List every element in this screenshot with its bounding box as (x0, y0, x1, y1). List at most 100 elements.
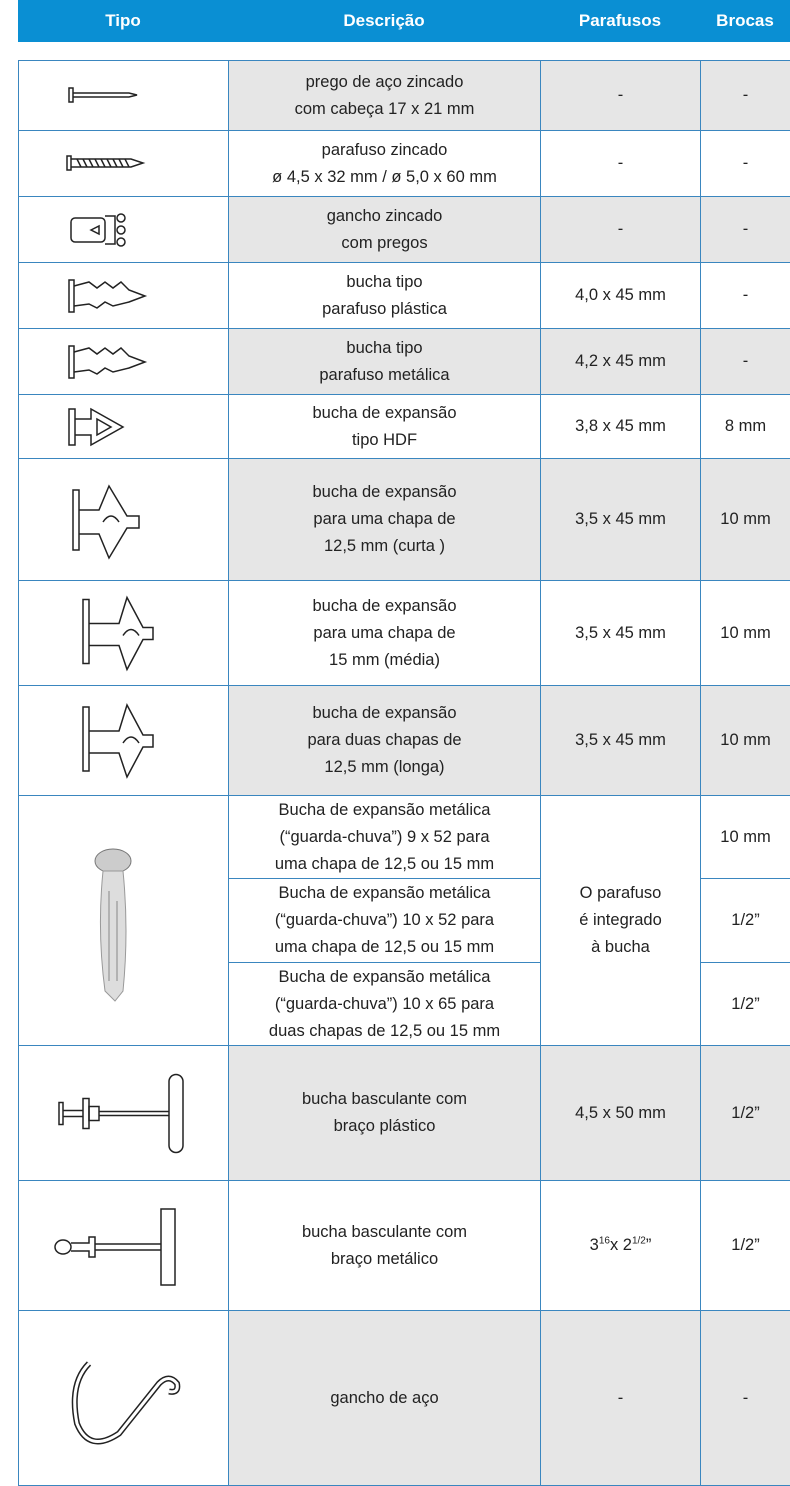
text-line: Bucha de expansão metálica (229, 797, 540, 824)
type-cell (19, 329, 229, 395)
text-line: é integrado (541, 907, 700, 934)
text-line: ø 4,5 x 32 mm / ø 5,0 x 60 mm (229, 164, 540, 191)
text-line: bucha de expansão (229, 700, 540, 727)
drill-cell: - (701, 61, 790, 131)
text-line: com cabeça 17 x 21 mm (229, 96, 540, 123)
text-line: para uma chapa de (229, 506, 540, 533)
drill-cell: 10 mm (701, 686, 790, 796)
text-line: bucha basculante com (229, 1086, 540, 1113)
description-cell: gancho de aço (229, 1311, 541, 1486)
fastener-icon (19, 63, 219, 129)
drill-cell: 8 mm (701, 395, 790, 459)
description-cell: Bucha de expansão metálica(“guarda-chuva… (229, 796, 541, 879)
text-line: bucha de expansão (229, 400, 540, 427)
superscript: 1/2 (632, 1236, 646, 1247)
type-cell (19, 796, 229, 1046)
text-line: parafuso plástica (229, 296, 540, 323)
screws-cell: 3,8 x 45 mm (541, 395, 701, 459)
column-header: Tipo (18, 0, 228, 42)
drill-cell: 10 mm (701, 796, 790, 879)
text: ” (646, 1236, 652, 1254)
text-line: Bucha de expansão metálica (229, 964, 540, 991)
text-line: gancho de aço (229, 1385, 540, 1412)
fastener-icon (19, 688, 219, 794)
screws-cell: - (541, 61, 701, 131)
description-cell: Bucha de expansão metálica(“guarda-chuva… (229, 879, 541, 963)
drill-cell: 10 mm (701, 581, 790, 686)
screws-cell: 3,5 x 45 mm (541, 459, 701, 581)
drill-cell: - (701, 263, 790, 329)
text-line: braço metálico (229, 1246, 540, 1273)
text-line: uma chapa de 12,5 ou 15 mm (229, 851, 540, 878)
type-cell (19, 686, 229, 796)
text-line: O parafuso (541, 880, 700, 907)
text-line: uma chapa de 12,5 ou 15 mm (229, 934, 540, 961)
type-cell (19, 459, 229, 581)
type-cell (19, 1181, 229, 1311)
text-line: com pregos (229, 230, 540, 257)
fastener-icon (19, 461, 219, 579)
type-cell (19, 61, 229, 131)
text: x 2 (610, 1236, 632, 1254)
drill-cell: 1/2” (701, 1181, 790, 1311)
drill-cell: - (701, 197, 790, 263)
text-line: à bucha (541, 934, 700, 961)
fastener-icon (19, 199, 219, 261)
text-line: 15 mm (média) (229, 647, 540, 674)
fastener-icon (19, 1048, 219, 1179)
screws-cell: - (541, 197, 701, 263)
type-cell (19, 581, 229, 686)
drill-cell: 10 mm (701, 459, 790, 581)
screws-cell: 4,5 x 50 mm (541, 1046, 701, 1181)
drill-cell: - (701, 1311, 790, 1486)
fastener-icon (19, 798, 219, 1044)
text-line: tipo HDF (229, 427, 540, 454)
text-line: (“guarda-chuva”) 10 x 52 para (229, 907, 540, 934)
screws-cell: - (541, 131, 701, 197)
fastener-icon (19, 397, 219, 457)
text-line: duas chapas de 12,5 ou 15 mm (229, 1018, 540, 1045)
fastener-icon (19, 133, 219, 195)
screws-cell: 3,5 x 45 mm (541, 686, 701, 796)
drill-cell: 1/2” (701, 879, 790, 963)
fastener-icon (19, 1183, 219, 1309)
text-line: Bucha de expansão metálica (229, 880, 540, 907)
drill-cell: 1/2” (701, 963, 790, 1046)
table-row: Bucha de expansão metálica(“guarda-chuva… (19, 796, 790, 879)
screws-cell: 3,5 x 45 mm (541, 581, 701, 686)
text-line: para duas chapas de (229, 727, 540, 754)
type-cell (19, 131, 229, 197)
text-line: braço plástico (229, 1113, 540, 1140)
text: 3 (590, 1236, 599, 1254)
description-cell: Bucha de expansão metálica(“guarda-chuva… (229, 963, 541, 1046)
screws-cell: 316x 21/2” (541, 1181, 701, 1311)
column-header: Brocas (700, 0, 790, 42)
text-line: prego de aço zincado (229, 69, 540, 96)
table-row: gancho de aço-- (19, 1311, 790, 1486)
drill-cell: - (701, 329, 790, 395)
text-line: 12,5 mm (curta ) (229, 533, 540, 560)
fastener-icon (19, 265, 219, 327)
text-line: parafuso zincado (229, 137, 540, 164)
